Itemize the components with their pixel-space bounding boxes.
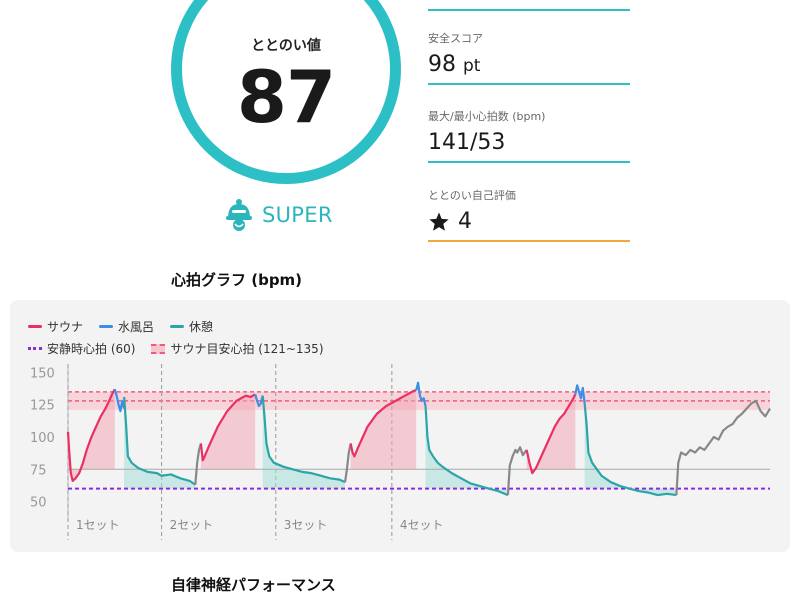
rank-badge: SUPER [224, 198, 333, 232]
y-tick-label: 125 [30, 399, 55, 414]
stat-label: 安全スコア [428, 32, 483, 45]
cold-bath-series [574, 384, 586, 404]
idle-series [194, 443, 202, 485]
self-rating-value: 4 [458, 209, 472, 234]
sauna-hat-icon [226, 199, 252, 231]
legend-target-band: サウナ目安心拍 (121~135) [151, 340, 324, 357]
legend-rest: 休憩 [170, 318, 213, 335]
rest-series [123, 396, 196, 486]
sauna-series [199, 393, 256, 462]
sauna-area [68, 389, 115, 481]
score-value: 87 [236, 55, 336, 139]
safety-score-value: 98 [428, 52, 456, 77]
set-label: 4セット [400, 518, 444, 532]
y-tick-label: 100 [30, 431, 55, 446]
stat-divider [428, 161, 630, 163]
legend-cold-bath: 水風呂 [99, 318, 154, 335]
stat-label: ととのい自己評価 [428, 189, 516, 202]
stat-divider [428, 9, 630, 11]
sauna-area [350, 390, 417, 470]
legend-sauna: サウナ [28, 318, 83, 335]
score-label: ととのい値 [251, 38, 321, 54]
safety-score: 安全スコア 98 pt [428, 30, 630, 85]
idle-series [506, 446, 528, 496]
cold-bath-series [254, 394, 264, 408]
rest-area [584, 403, 677, 496]
heart-rate-chart: 50 75 100 125 150 1セット 2セット 3セット 4セット サウナ 水風呂 休憩… [10, 300, 790, 552]
idle-series [343, 443, 352, 483]
score-ring: ととのい値 87 [171, 0, 401, 184]
sauna-series [349, 389, 417, 458]
stat-label: 最大/最小心拍数 (bpm) [428, 110, 546, 123]
rest-area [124, 396, 196, 489]
chart-legend: サウナ 水風呂 休憩 安静時心拍 (60) サウナ目安心拍 (121~135) [28, 318, 324, 362]
rest-area [425, 406, 508, 496]
set-label: 3セット [284, 518, 328, 532]
y-tick-label: 150 [30, 366, 55, 381]
sauna-area [526, 394, 576, 474]
idle-series [675, 399, 771, 496]
max-min-heart-rate: 最大/最小心拍数 (bpm) 141/53 [428, 108, 630, 163]
rest-series [424, 405, 509, 497]
cold-bath-series [113, 388, 126, 413]
stat-divider [428, 83, 630, 85]
cold-bath-series [415, 381, 427, 407]
star-icon [429, 211, 449, 231]
set-label: 1セット [76, 518, 120, 532]
stat-value: 141/53 [428, 130, 506, 155]
y-tick-label: 75 [30, 463, 47, 478]
set-label: 2セット [170, 518, 214, 532]
safety-score-unit: pt [463, 56, 481, 76]
rank-label: SUPER [262, 203, 333, 227]
sauna-series [66, 388, 116, 482]
sauna-area [200, 394, 256, 470]
heart-rate-plot: 50 75 100 125 150 1セット 2セット 3セット 4セット [30, 364, 771, 540]
heart-rate-title: 心拍グラフ (bpm) [171, 271, 303, 289]
self-rating[interactable]: ととのい自己評価 4 [428, 187, 630, 242]
stat-value: 98 pt [428, 52, 630, 77]
legend-resting-hr: 安静時心拍 (60) [28, 340, 135, 357]
y-tick-label: 50 [30, 496, 47, 511]
stat-divider [428, 240, 630, 242]
autonomic-performance-title: 自律神経パフォーマンス [171, 576, 336, 594]
rest-series [261, 395, 346, 484]
rest-series [583, 403, 677, 497]
sauna-series [525, 393, 577, 475]
stat-value: 4 [428, 209, 630, 234]
